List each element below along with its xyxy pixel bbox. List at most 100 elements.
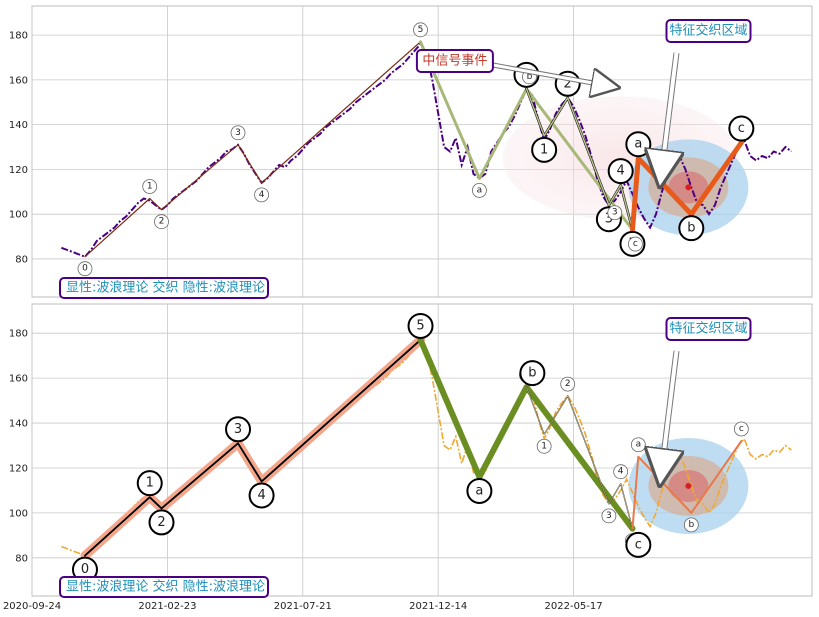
y-tick-label: 80 (15, 254, 28, 265)
y-tick-label: 160 (9, 374, 28, 385)
wave-marker-circle (733, 421, 749, 437)
signal-label: 中信号事件 (422, 54, 487, 69)
wave-marker-label: b (528, 366, 536, 381)
wave-line-5 (526, 386, 633, 529)
panel-2: 80100120140160180012345a0b12345cabc特征交织区… (3, 303, 813, 612)
wave-marker-label: b (687, 221, 695, 236)
wave-marker-label: b (688, 520, 694, 530)
wave-marker-label: a (634, 137, 642, 152)
wave-marker-label: 3 (235, 128, 241, 138)
wave-marker-circle (630, 437, 646, 453)
region-arrow (660, 350, 676, 480)
wave-marker-circle (248, 482, 275, 509)
region-label: 特征交织区域 (669, 23, 747, 39)
wave-marker-label: 4 (617, 164, 625, 179)
signal-arrow (492, 63, 615, 87)
legend-box (59, 576, 269, 598)
region-label-box (665, 317, 752, 341)
wave-marker-label: b (527, 72, 533, 82)
wave-marker-circle (613, 464, 629, 480)
x-tick-label: 2020-09-24 (3, 601, 61, 612)
wave-marker-label: 0 (81, 562, 89, 577)
wave-marker-label: 3 (606, 511, 612, 521)
wave-marker-circle (154, 214, 169, 230)
wave-marker-label: 1 (146, 476, 154, 491)
wave-marker-circle (625, 531, 652, 558)
wave-marker-label: 0 (82, 264, 88, 274)
wave-marker-label: 5 (418, 25, 424, 35)
wave-marker-circle (142, 179, 158, 194)
wave-marker-circle (77, 261, 93, 277)
wave-marker-label: c (635, 537, 642, 552)
y-tick-label: 120 (9, 463, 28, 474)
wave-marker-circle (627, 236, 643, 252)
y-tick-label: 80 (15, 553, 28, 564)
region-arrow (660, 52, 676, 181)
wave-marker-label: a (475, 483, 483, 498)
wave-marker-label: 4 (259, 190, 265, 200)
wave-marker-circle (607, 205, 623, 221)
wave-marker-circle (678, 215, 705, 242)
y-tick-label: 100 (9, 508, 28, 519)
wave-marker-circle (407, 312, 434, 339)
wave-marker-label: 2 (565, 379, 571, 389)
wave-marker-label: 5 (416, 318, 424, 333)
wave-marker-circle (601, 508, 617, 524)
wave-marker-circle (560, 376, 576, 392)
y-tick-label: 160 (9, 75, 28, 86)
x-tick-label: 2022-05-17 (545, 601, 603, 612)
region-center-dot (685, 482, 692, 489)
x-tick-label: 2021-12-14 (409, 601, 467, 612)
wave-marker-label: 4 (257, 488, 265, 503)
wave-marker-circle (466, 477, 493, 504)
wave-marker-circle (230, 125, 246, 141)
y-tick-label: 180 (9, 31, 28, 42)
wave-marker-circle (519, 360, 546, 387)
wave-marker-label: 2 (159, 217, 165, 227)
wave-marker-label: c (738, 121, 745, 136)
wave-marker-circle (225, 416, 252, 443)
region-label: 特征交织区域 (669, 321, 747, 337)
wave-line-2 (84, 339, 422, 557)
y-tick-label: 140 (9, 120, 28, 131)
wave-line-1 (84, 41, 422, 258)
wave-marker-label: c (633, 239, 638, 249)
wave-marker-circle (607, 158, 634, 185)
wave-marker-label: 2 (564, 76, 572, 91)
wave-line-2 (419, 40, 634, 232)
wave-line-4 (525, 88, 634, 231)
wave-marker-label: 1 (540, 142, 548, 157)
legend-label: 显性:波浪理论 交织 隐性:波浪理论 (66, 579, 265, 595)
wave-marker-circle (728, 115, 755, 142)
y-tick-label: 140 (9, 419, 28, 430)
wave-marker-circle (536, 438, 552, 454)
wave-marker-circle (413, 22, 428, 38)
y-tick-label: 100 (9, 210, 28, 221)
region-center-dot (685, 184, 692, 191)
x-tick-label: 2021-02-23 (138, 601, 196, 612)
wave-marker-circle (254, 187, 269, 203)
wave-marker-label: 3 (612, 208, 618, 218)
wave-marker-circle (683, 517, 699, 533)
y-tick-label: 120 (9, 165, 28, 176)
signal-label-box (415, 49, 494, 73)
wave-marker-label: a (636, 440, 642, 450)
legend-label: 显性:波浪理论 交织 隐性:波浪理论 (66, 280, 265, 296)
y-tick-label: 180 (9, 329, 28, 340)
region-label-box (665, 19, 752, 43)
wave-marker-circle (531, 136, 558, 163)
wave-marker-label: 3 (234, 422, 242, 437)
wave-marker-circle (148, 509, 175, 536)
wave-marker-circle (136, 470, 163, 497)
wave-marker-label: c (739, 424, 744, 434)
wave-marker-label: 2 (157, 515, 165, 530)
wave-marker-label: 4 (618, 467, 624, 477)
panel-1: 80100120140160180012345a0b123345cabc特征交织… (9, 5, 813, 299)
wave-marker-label: 1 (541, 441, 547, 451)
x-tick-label: 2021-07-21 (274, 601, 332, 612)
wave-line-3 (417, 336, 636, 532)
legend-box (59, 277, 269, 299)
wave-marker-label: 1 (147, 182, 153, 192)
